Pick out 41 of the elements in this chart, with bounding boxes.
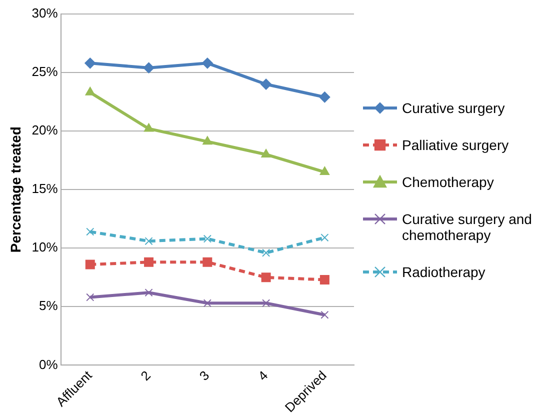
point — [261, 148, 271, 158]
point — [84, 58, 96, 69]
point — [202, 136, 212, 145]
point — [320, 234, 329, 242]
point — [85, 86, 95, 96]
point — [320, 166, 330, 176]
y-tick-label: 15% — [32, 181, 58, 196]
point — [319, 92, 330, 103]
x-tick-label: 2 — [138, 368, 154, 384]
point — [203, 299, 212, 308]
point — [86, 228, 94, 236]
legend-label: Palliative surgery — [402, 137, 509, 153]
point — [202, 257, 212, 267]
legend-label: Chemotherapy — [402, 174, 494, 190]
point — [202, 58, 213, 69]
point — [260, 78, 272, 90]
legend-label: Curative surgery — [402, 100, 505, 116]
legend-label: Radiotherapy — [402, 264, 486, 280]
point — [320, 274, 330, 284]
y-tick-label: 25% — [32, 64, 58, 80]
point — [262, 299, 270, 308]
point — [144, 123, 154, 132]
x-tick-label: 3 — [196, 368, 212, 384]
y-tick-label: 5% — [39, 298, 58, 314]
point — [144, 288, 153, 297]
point — [261, 272, 271, 282]
y-tick-label: 0% — [39, 356, 58, 372]
x-tick-label: 4 — [254, 368, 271, 384]
point — [203, 234, 212, 243]
point — [143, 62, 154, 74]
y-axis-title: Percentage treated — [7, 126, 24, 253]
y-tick-label: 10% — [32, 240, 58, 255]
y-tick-label: 30% — [32, 6, 58, 21]
point — [144, 257, 154, 267]
point — [85, 260, 95, 270]
point — [320, 310, 329, 319]
legend-label: Curative surgery and chemotherapy — [402, 211, 533, 243]
point — [144, 237, 153, 246]
y-tick-label: 20% — [32, 122, 58, 138]
point — [262, 248, 270, 257]
point — [86, 293, 94, 302]
